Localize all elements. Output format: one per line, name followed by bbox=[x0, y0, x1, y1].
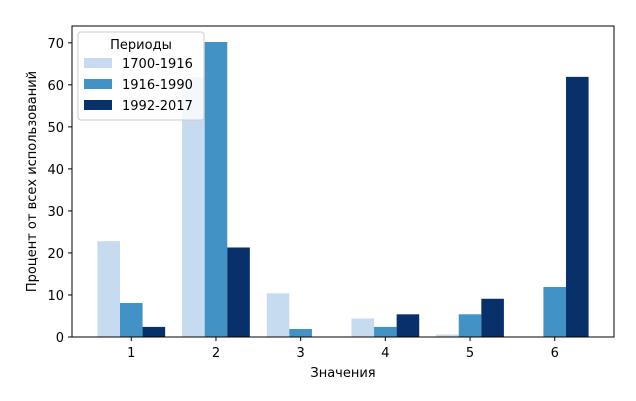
legend-swatch bbox=[84, 58, 112, 68]
bar-series-2-category-6 bbox=[543, 286, 567, 337]
y-axis: 0 10 20 30 40 50 60 70 bbox=[47, 37, 72, 346]
y-tick-label: 40 bbox=[47, 163, 64, 178]
bar-series-2-category-3 bbox=[289, 329, 312, 337]
bar-series-1-category-1 bbox=[97, 241, 120, 337]
y-axis-label: Процент от всех использований bbox=[25, 71, 40, 292]
legend-entry: 1700-1916 bbox=[122, 57, 193, 72]
bar-series-2-category-5 bbox=[458, 314, 482, 337]
y-tick-label: 20 bbox=[47, 247, 64, 262]
y-tick-label: 70 bbox=[47, 37, 64, 52]
y-tick-label: 50 bbox=[47, 121, 64, 136]
bar-series-1-category-5 bbox=[436, 334, 459, 337]
legend-box bbox=[77, 31, 205, 121]
x-tick-label: 5 bbox=[466, 346, 474, 361]
y-tick-label: 10 bbox=[47, 289, 64, 304]
bars-layer bbox=[97, 41, 589, 338]
legend-entry: 1916-1990 bbox=[122, 78, 193, 93]
x-tick-label: 6 bbox=[551, 346, 559, 361]
bar-series-3-category-2 bbox=[227, 247, 250, 337]
bar-series-2-category-4 bbox=[374, 326, 397, 337]
bar-series-3-category-5 bbox=[481, 298, 504, 337]
x-axis: 1 2 3 4 5 6 bbox=[127, 337, 559, 361]
bar-series-1-category-3 bbox=[266, 293, 290, 337]
y-tick-label: 0 bbox=[56, 331, 64, 346]
bar-series-3-category-6 bbox=[566, 76, 589, 337]
bar-series-1-category-2 bbox=[182, 77, 205, 338]
bar-series-2-category-2 bbox=[204, 41, 228, 337]
bar-series-2-category-1 bbox=[119, 302, 143, 337]
x-tick-label: 4 bbox=[381, 346, 389, 361]
bar-series-3-category-4 bbox=[396, 314, 420, 337]
y-tick-label: 60 bbox=[47, 79, 64, 94]
x-tick-label: 3 bbox=[297, 346, 305, 361]
bar-series-1-category-4 bbox=[351, 318, 375, 337]
bar-series-3-category-1 bbox=[142, 326, 166, 337]
legend-title: Периоды bbox=[110, 38, 172, 53]
legend-entry: 1992-2017 bbox=[122, 99, 193, 114]
plot-frame bbox=[71, 25, 615, 338]
legend-swatch bbox=[84, 79, 112, 89]
x-axis-label: Значения bbox=[310, 366, 375, 381]
y-tick-label: 30 bbox=[47, 205, 64, 220]
x-tick-label: 1 bbox=[127, 346, 135, 361]
x-tick-label: 2 bbox=[212, 346, 220, 361]
legend: Периоды 1700-1916 1916-1990 1992-2017 bbox=[77, 31, 205, 121]
legend-swatch bbox=[84, 100, 112, 110]
